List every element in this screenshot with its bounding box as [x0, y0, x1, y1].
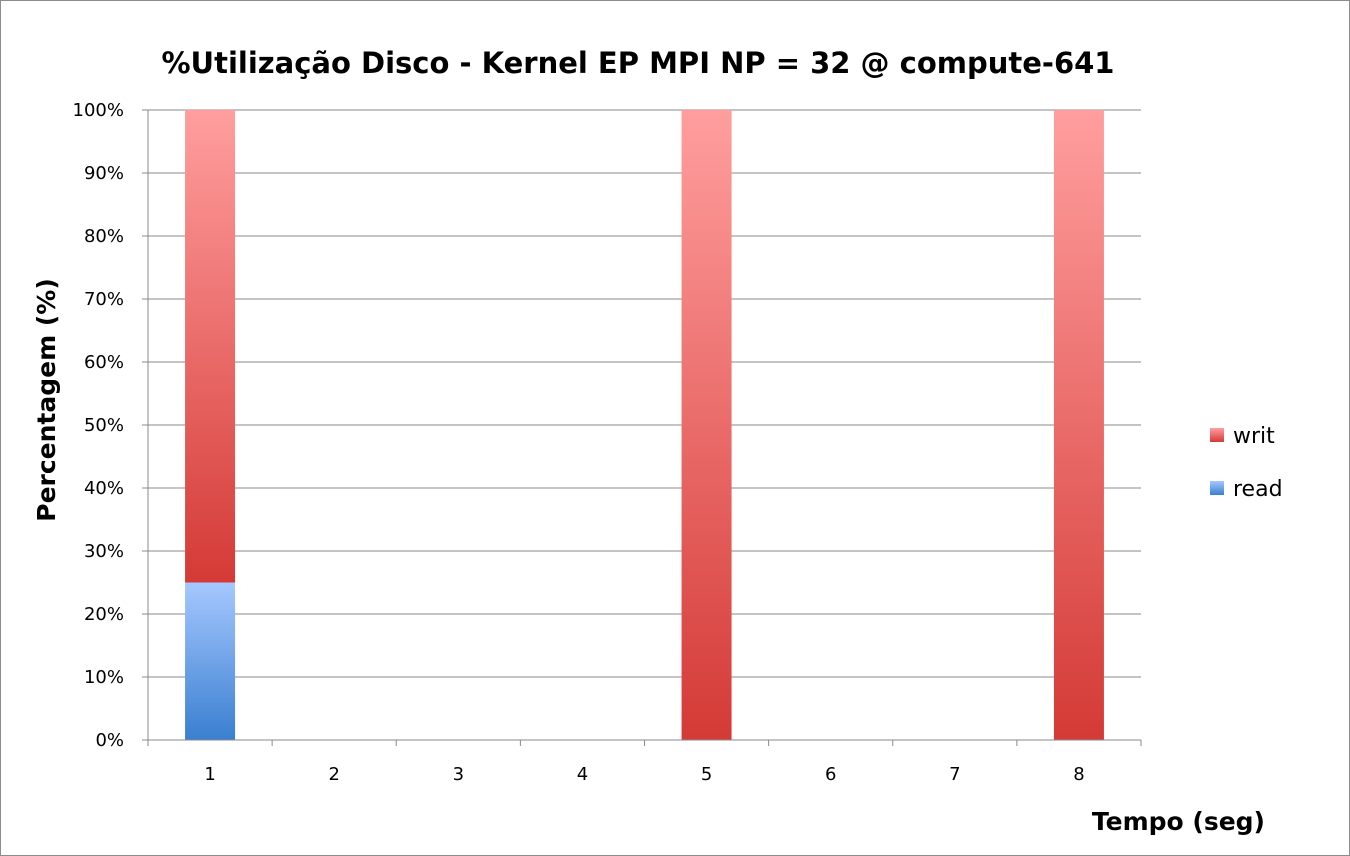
x-tick-label: 5 — [701, 764, 712, 785]
y-tick-label: 60% — [84, 352, 124, 373]
y-tick-label: 80% — [84, 226, 124, 247]
legend-label-read: read — [1233, 477, 1283, 502]
bars — [185, 110, 1104, 740]
y-tick-label: 100% — [73, 100, 124, 121]
y-tick-label: 90% — [84, 163, 124, 184]
chart-title: %Utilização Disco - Kernel EP MPI NP = 3… — [162, 46, 1115, 80]
x-tick-label: 6 — [825, 764, 836, 785]
x-tick-labels: 1 2 3 4 5 6 7 8 — [204, 764, 1084, 785]
legend-swatch-read — [1210, 481, 1224, 495]
x-tick-label: 3 — [453, 764, 464, 785]
bar-writ-1 — [185, 110, 236, 583]
y-tick-label: 40% — [84, 478, 124, 499]
bar-writ-8 — [1053, 110, 1104, 740]
x-tick-label: 1 — [204, 764, 215, 785]
y-tick-label: 30% — [84, 541, 124, 562]
bar-writ-5 — [681, 110, 732, 740]
y-tick-label: 50% — [84, 415, 124, 436]
bar-read-1 — [185, 582, 236, 740]
y-tick-label: 20% — [84, 604, 124, 625]
y-tick-label: 10% — [84, 667, 124, 688]
gridlines — [148, 109, 1141, 678]
x-tick-label: 7 — [949, 764, 960, 785]
y-tick-labels: 0% 10% 20% 30% 40% 50% 60% 70% 80% 90% 100% — [73, 100, 124, 751]
axes — [142, 109, 1142, 746]
x-tick-label: 2 — [328, 764, 339, 785]
legend-label-writ: writ — [1233, 424, 1275, 449]
legend-swatch-writ — [1210, 428, 1224, 442]
x-tick-label: 8 — [1073, 764, 1084, 785]
y-tick-label: 0% — [95, 730, 124, 751]
y-axis-title: Percentagem (%) — [32, 278, 61, 522]
y-tick-label: 70% — [84, 289, 124, 310]
x-tick-label: 4 — [577, 764, 588, 785]
x-axis-title: Tempo (seg) — [1092, 807, 1265, 836]
legend: writ read — [1210, 424, 1283, 502]
